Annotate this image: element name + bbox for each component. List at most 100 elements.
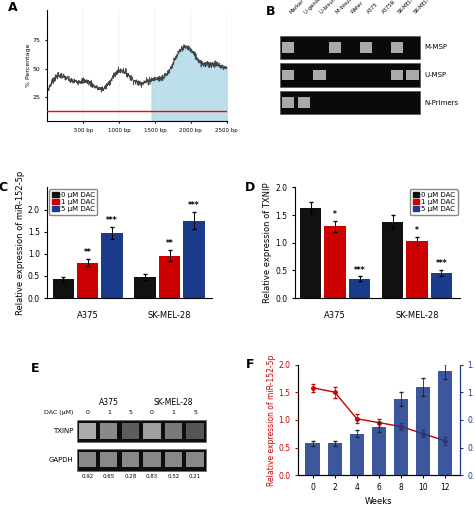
Text: A375: A375 [99,398,119,407]
Text: **: ** [166,240,173,248]
Bar [100,423,118,438]
Text: SK-MEL-28: SK-MEL-28 [154,398,193,407]
Text: A: A [8,2,18,14]
Bar [394,399,408,475]
Bar [143,452,161,468]
Text: SK-MEL-28: SK-MEL-28 [148,311,191,320]
Bar [165,452,182,468]
Bar [324,226,346,298]
Bar [122,423,139,438]
Bar [186,452,204,468]
Text: B: B [266,5,276,18]
Bar [76,449,206,471]
Text: SK-MEL-28: SK-MEL-28 [397,0,420,15]
Text: 5: 5 [128,410,132,415]
Bar [186,423,204,438]
Text: 0: 0 [150,410,154,415]
Text: Water: Water [350,0,365,15]
Text: **: ** [84,248,91,258]
Text: U-genomic DNA: U-genomic DNA [304,0,337,15]
Bar [79,423,96,438]
Text: SK-MEL-28R: SK-MEL-28R [412,0,438,15]
Bar [183,221,205,298]
Text: DAC (μM): DAC (μM) [44,410,73,415]
X-axis label: Weeks: Weeks [365,497,392,506]
Bar [281,91,420,114]
Text: F: F [246,358,255,371]
Legend: 0 μM DAC, 1 μM DAC, 5 μM DAC: 0 μM DAC, 1 μM DAC, 5 μM DAC [410,190,458,215]
Text: ***: *** [106,216,118,225]
Text: TXINP: TXINP [53,428,73,434]
Text: C: C [0,181,7,194]
Bar [281,63,420,86]
Bar [313,70,326,80]
Text: ***: *** [354,266,365,275]
Text: *: * [415,226,419,235]
Text: D: D [246,181,255,194]
Bar [165,423,182,438]
Text: 0.52: 0.52 [167,474,180,479]
Bar [349,278,370,298]
Bar [282,70,294,80]
Bar [77,263,99,298]
Bar [300,208,321,298]
Text: ***: *** [436,259,447,268]
Bar [305,444,320,475]
Text: U-bisulfite DNA: U-bisulfite DNA [319,0,351,15]
Text: 0.83: 0.83 [146,474,158,479]
Text: ***: *** [188,201,200,210]
Text: U-MSP: U-MSP [424,72,446,78]
Bar [431,273,452,298]
Bar [350,434,364,475]
Text: 0.28: 0.28 [124,474,137,479]
Text: 0.92: 0.92 [81,474,93,479]
Bar [100,452,118,468]
Bar [53,280,74,298]
Bar [282,98,294,108]
Text: 0: 0 [85,410,89,415]
Text: SK-MEL-28: SK-MEL-28 [395,311,439,320]
Legend: 0 μM DAC, 1 μM DAC, 5 μM DAC: 0 μM DAC, 1 μM DAC, 5 μM DAC [49,190,97,215]
Bar [360,42,372,53]
Bar [372,427,386,475]
Text: A375: A375 [366,2,379,15]
Bar [135,277,156,298]
Bar [406,70,419,80]
Y-axis label: Relative expression of miR-152-5p: Relative expression of miR-152-5p [266,354,275,485]
Y-axis label: % Percentage: % Percentage [26,44,31,87]
Text: 1: 1 [172,410,175,415]
Text: M-bisulfite DNA: M-bisulfite DNA [335,0,367,15]
Text: 5: 5 [193,410,197,415]
Y-axis label: Relative expression of TXNIP: Relative expression of TXNIP [263,182,272,303]
Bar [328,42,341,53]
Bar [391,42,403,53]
Bar [382,222,403,298]
Bar [79,452,96,468]
Bar [391,70,403,80]
Bar [101,233,123,298]
Bar [159,256,180,298]
Bar [298,98,310,108]
Y-axis label: Relative expression of miR-152-5p: Relative expression of miR-152-5p [16,171,25,315]
Text: 0.21: 0.21 [189,474,201,479]
Text: A375: A375 [77,311,99,320]
Bar [282,42,294,53]
Bar [281,36,420,59]
Text: *: * [333,210,337,219]
Text: Marker: Marker [288,0,305,15]
Bar [406,241,428,298]
Text: N-Primers: N-Primers [424,100,458,106]
Bar [143,423,161,438]
Text: E: E [31,362,40,375]
Text: M-MSP: M-MSP [424,44,447,50]
Text: GAPDH: GAPDH [48,457,73,463]
Text: A375R: A375R [382,0,397,15]
Text: A375: A375 [324,311,346,320]
Bar [438,371,452,475]
Text: 1: 1 [107,410,111,415]
Bar [416,387,430,475]
Text: 0.65: 0.65 [103,474,115,479]
Bar [328,444,342,475]
Bar [122,452,139,468]
Bar [76,420,206,442]
